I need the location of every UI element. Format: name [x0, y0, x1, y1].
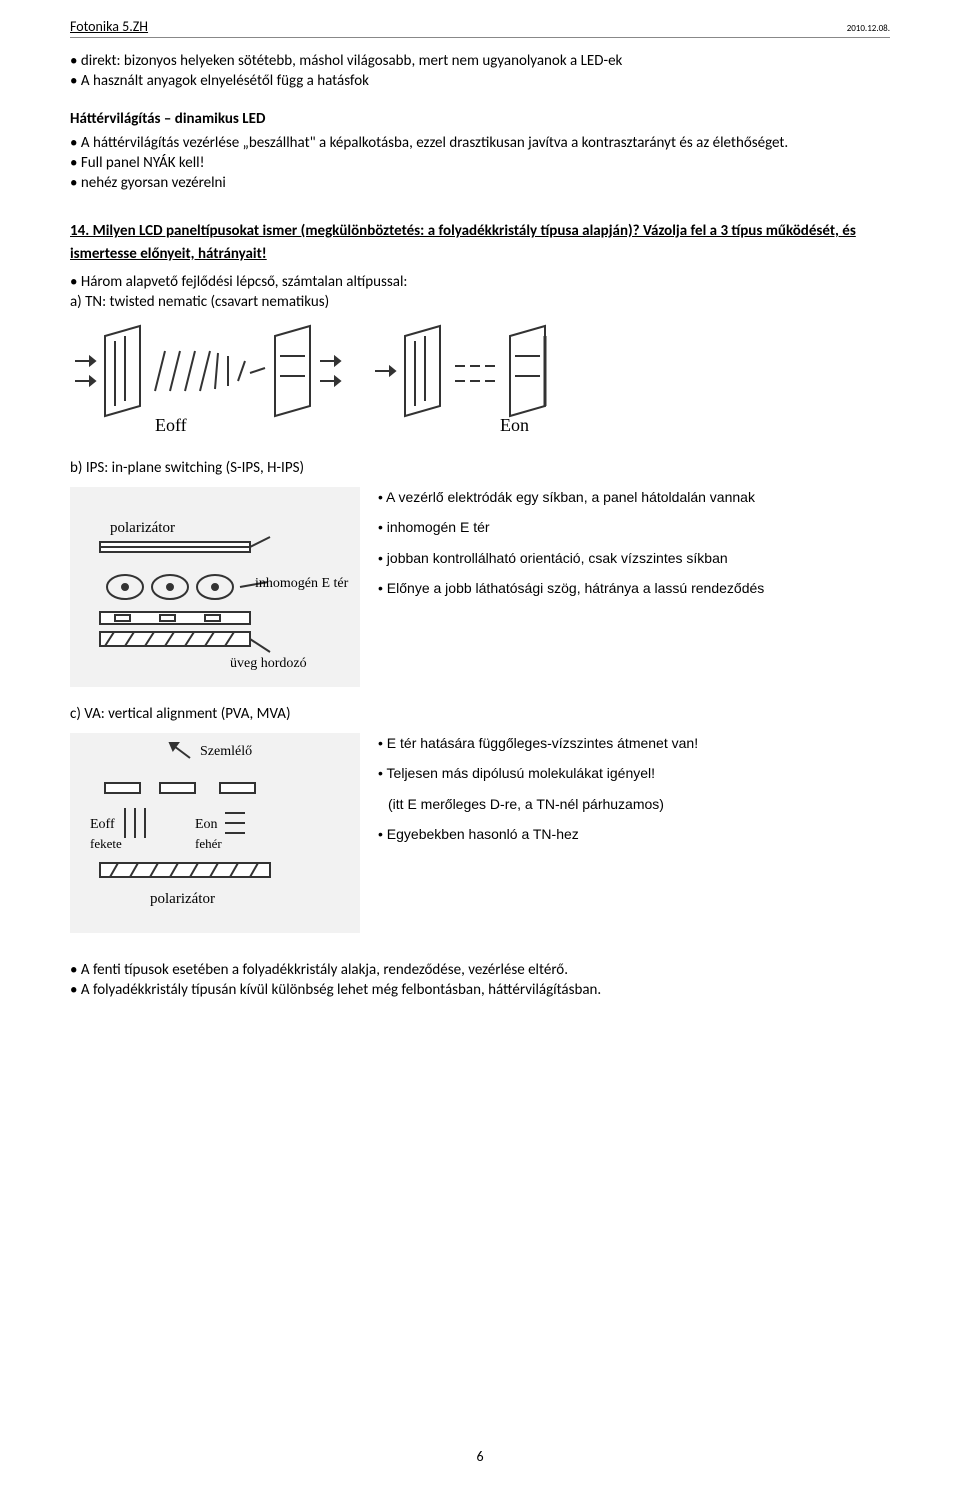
ips-diagram-svg: polarizátor inhomogén E tér üveg hordozó: [70, 487, 360, 687]
intro-line-1-text: Három alapvető fejlődési lépcső, számtal…: [81, 273, 408, 291]
close-b1-text: A fenti típusok esetében a folyadékkrist…: [81, 961, 568, 979]
ips-row: polarizátor inhomogén E tér üveg hordozó…: [70, 487, 890, 687]
backlight-bullets: • A háttérvilágítás vezérlése „beszállha…: [70, 134, 890, 192]
header-right: 2010.12.08.: [847, 23, 890, 34]
close-b1: • A fenti típusok esetében a folyadékkri…: [70, 961, 890, 979]
page-header: Fotonika 5.ZH 2010.12.08.: [70, 18, 890, 38]
page-number: 6: [476, 1448, 483, 1465]
tn-eon-label: Eon: [500, 415, 529, 435]
va-title: c) VA: vertical alignment (PVA, MVA): [70, 705, 890, 723]
va-diagram-svg: Szemlélő Eoff Eon fekete fehér polarizát…: [70, 733, 360, 933]
top-bullet-1-text: direkt: bizonyos helyeken sötétebb, másh…: [81, 52, 623, 70]
question-title: 14. Milyen LCD paneltípusokat ismer (meg…: [70, 220, 890, 265]
bl-bullet-3-text: nehéz gyorsan vezérelni: [81, 174, 226, 192]
bl-bullet-1: • A háttérvilágítás vezérlése „beszállha…: [70, 134, 890, 152]
ips-b2: inhomogén E tér: [378, 517, 890, 537]
ips-b3: jobban kontrollálható orientáció, csak v…: [378, 548, 890, 568]
ips-title: b) IPS: in-plane switching (S-IPS, H-IPS…: [70, 459, 890, 477]
ips-label-pol: polarizátor: [110, 520, 175, 536]
top-bullet-2: • A használt anyagok elnyelésétől függ a…: [70, 72, 890, 90]
three-types-intro: • Három alapvető fejlődési lépcső, számt…: [70, 273, 890, 311]
ips-bullets: A vezérlő elektródák egy síkban, a panel…: [378, 487, 890, 608]
intro-line-2: a) TN: twisted nematic (csavart nematiku…: [70, 293, 890, 311]
bl-bullet-2-text: Full panel NYÁK kell!: [81, 154, 205, 172]
top-bullet-1: • direkt: bizonyos helyeken sötétebb, má…: [70, 52, 890, 70]
va-feher: fehér: [195, 836, 222, 851]
ips-b1: A vezérlő elektródák egy síkban, a panel…: [378, 487, 890, 507]
backlight-title: Háttérvilágítás – dinamikus LED: [70, 110, 890, 128]
close-b2: • A folyadékkristály típusán kívül külön…: [70, 981, 890, 999]
va-row: Szemlélő Eoff Eon fekete fehér polarizát…: [70, 733, 890, 933]
va-b2: Teljesen más dipólusú molekulákat igénye…: [378, 763, 890, 783]
va-eoff: Eoff: [90, 817, 115, 832]
va-eon: Eon: [195, 817, 218, 832]
va-fekete: fekete: [90, 836, 122, 851]
va-b1: E tér hatására függőleges-vízszintes átm…: [378, 733, 890, 753]
bl-bullet-2: • Full panel NYÁK kell!: [70, 154, 890, 172]
va-extra: Egyebekben hasonló a TN-hez: [378, 824, 890, 844]
va-szemlelo: Szemlélő: [200, 744, 252, 759]
header-left: Fotonika 5.ZH: [70, 18, 148, 35]
closing-bullets: • A fenti típusok esetében a folyadékkri…: [70, 961, 890, 999]
top-bullet-block: • direkt: bizonyos helyeken sötétebb, má…: [70, 52, 890, 90]
va-polarizator: polarizátor: [150, 891, 215, 907]
va-paren: (itt E merőleges D-re, a TN-nél párhuzam…: [388, 794, 890, 814]
tn-eoff-label: Eoff: [155, 415, 187, 435]
bl-bullet-3: • nehéz gyorsan vezérelni: [70, 174, 890, 192]
intro-line-1: • Három alapvető fejlődési lépcső, számt…: [70, 273, 890, 291]
close-b2-text: A folyadékkristály típusán kívül különbs…: [81, 981, 601, 999]
tn-diagram: Eoff Eon: [70, 321, 890, 441]
ips-b4: Előnye a jobb láthatósági szög, hátránya…: [378, 578, 890, 598]
ips-label-inh: inhomogén E tér: [255, 576, 349, 591]
ips-label-uveg: üveg hordozó: [230, 656, 307, 671]
va-bullets: E tér hatására függőleges-vízszintes átm…: [378, 733, 890, 854]
tn-diagram-svg: Eoff Eon: [70, 321, 590, 441]
top-bullet-2-text: A használt anyagok elnyelésétől függ a h…: [81, 72, 369, 90]
page-body: Fotonika 5.ZH 2010.12.08. • direkt: bizo…: [0, 0, 960, 1041]
bl-bullet-1-text: A háttérvilágítás vezérlése „beszállhat"…: [81, 134, 788, 152]
